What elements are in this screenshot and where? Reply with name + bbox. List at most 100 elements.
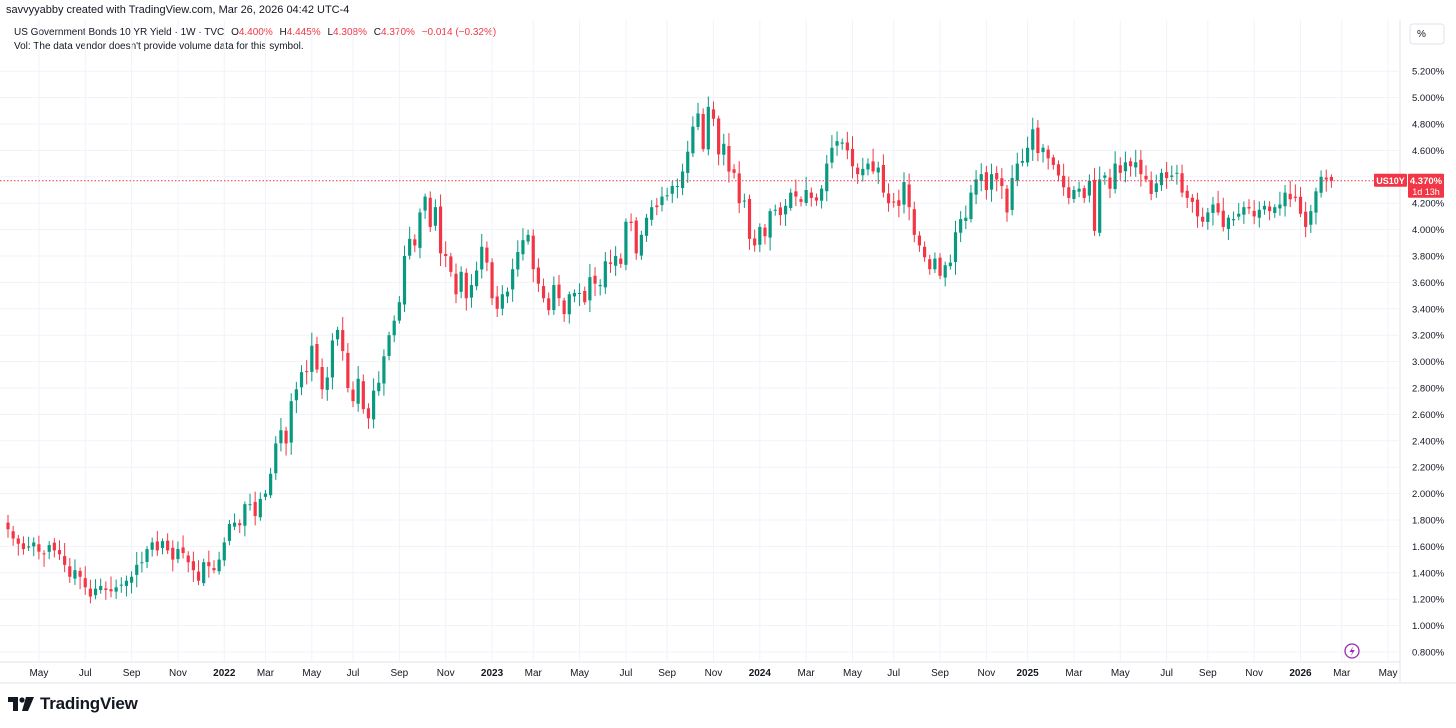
candle-body bbox=[675, 186, 680, 188]
candle-body bbox=[418, 212, 422, 248]
symbol-tag-label: US10Y bbox=[1376, 176, 1405, 186]
candle-body bbox=[1257, 209, 1261, 218]
x-tick-label: Nov bbox=[169, 668, 187, 679]
candle-body bbox=[603, 261, 607, 288]
candle-body bbox=[325, 377, 329, 390]
candle-body bbox=[93, 588, 98, 596]
change-value: −0.014 (−0.32%) bbox=[421, 27, 497, 38]
candle-body bbox=[160, 541, 165, 548]
candle-body bbox=[207, 562, 211, 567]
candle-body bbox=[897, 200, 901, 206]
candle-body bbox=[279, 430, 283, 444]
candle-body bbox=[1036, 127, 1040, 154]
candle-body bbox=[356, 378, 360, 404]
candle-body bbox=[150, 542, 154, 550]
price-axis: 0.800% 1.000% 1.200% 1.400% 1.600% 1.800% 2.00… bbox=[1412, 67, 1445, 659]
candle-body bbox=[1159, 172, 1164, 186]
y-tick-label: 3.400% bbox=[1412, 304, 1445, 315]
candle-body bbox=[438, 206, 443, 254]
lightning-circle bbox=[1344, 643, 1360, 659]
x-tick-label: 2023 bbox=[481, 668, 504, 679]
candle-body bbox=[227, 523, 232, 541]
candle-body bbox=[171, 547, 175, 560]
tradingview-brand[interactable]: TradingView bbox=[8, 694, 138, 714]
candle-body bbox=[104, 588, 108, 590]
candle-body bbox=[258, 498, 262, 518]
candle-body bbox=[397, 302, 401, 321]
candle-body bbox=[892, 201, 896, 203]
candle-body bbox=[1154, 183, 1158, 193]
candle-body bbox=[1118, 165, 1122, 173]
candle-body bbox=[428, 197, 432, 227]
candle-body bbox=[737, 173, 741, 204]
lightning-bolt bbox=[1349, 646, 1355, 657]
x-tick-label: May bbox=[1379, 668, 1398, 679]
y-tick-label: 3.600% bbox=[1412, 278, 1445, 289]
candle-body bbox=[902, 182, 906, 205]
close-label: C bbox=[373, 27, 381, 38]
candle-body bbox=[299, 372, 304, 388]
candle-body bbox=[1134, 162, 1138, 168]
candle-body bbox=[593, 275, 597, 284]
chart-overlay: US10Y 4.370%1d 13h% bbox=[1344, 23, 1445, 659]
candle-body bbox=[619, 258, 623, 264]
candle-body bbox=[114, 587, 118, 592]
candle-body bbox=[794, 191, 798, 197]
candle-body bbox=[660, 196, 664, 206]
candle-body bbox=[789, 192, 793, 208]
candle-body bbox=[701, 113, 705, 150]
y-tick-label: 2.200% bbox=[1412, 463, 1445, 474]
candle-body bbox=[109, 589, 113, 592]
candle-body bbox=[351, 389, 355, 402]
candle-body bbox=[799, 199, 803, 202]
lightning-event-icon[interactable] bbox=[1344, 643, 1360, 659]
x-tick-label: Sep bbox=[1199, 668, 1217, 679]
x-tick-label: May bbox=[843, 668, 862, 679]
x-tick-label: Sep bbox=[390, 668, 408, 679]
last-price-tag: US10Y 4.370%1d 13h bbox=[1374, 173, 1444, 198]
candle-body bbox=[959, 219, 963, 233]
candle-body bbox=[943, 265, 947, 278]
candle-body bbox=[485, 247, 489, 263]
candle-body bbox=[119, 584, 123, 586]
x-tick-label: May bbox=[29, 668, 48, 679]
candle-body bbox=[964, 217, 968, 221]
candle-body bbox=[1123, 162, 1128, 172]
symbol-title[interactable]: US Government Bonds 10 YR Yield · 1W · T… bbox=[14, 27, 225, 38]
candle-body bbox=[212, 568, 216, 571]
y-tick-label: 1.000% bbox=[1412, 621, 1445, 632]
candle-body bbox=[1262, 205, 1267, 210]
x-tick-label: May bbox=[1111, 668, 1130, 679]
candle-body bbox=[536, 267, 540, 284]
candle-body bbox=[42, 553, 46, 555]
candle-body bbox=[547, 298, 551, 311]
y-tick-label: 3.000% bbox=[1412, 357, 1445, 368]
candle-body bbox=[361, 381, 365, 410]
candle-body bbox=[1062, 175, 1066, 188]
x-tick-label: Jul bbox=[1160, 668, 1173, 679]
candle-body bbox=[248, 504, 252, 506]
candle-body bbox=[1025, 147, 1030, 163]
x-tick-label: Sep bbox=[123, 668, 141, 679]
candle-body bbox=[1273, 207, 1277, 214]
candle-body bbox=[1144, 175, 1148, 180]
candle-body bbox=[655, 205, 659, 208]
candle-body bbox=[16, 538, 20, 544]
candle-body bbox=[1077, 188, 1081, 192]
candle-body bbox=[1247, 206, 1251, 209]
candle-body bbox=[974, 179, 978, 195]
candle-body bbox=[624, 221, 628, 265]
candle-body bbox=[289, 401, 293, 443]
candle-body bbox=[521, 240, 525, 255]
candle-body bbox=[1319, 176, 1323, 193]
open-value: 4.400% bbox=[238, 27, 273, 38]
candle-body bbox=[1046, 149, 1050, 159]
candle-body bbox=[63, 556, 67, 565]
candle-body bbox=[1149, 180, 1153, 194]
percent-scale-button[interactable]: % bbox=[1409, 23, 1445, 45]
candle-body bbox=[711, 109, 716, 119]
candle-body bbox=[665, 195, 669, 197]
candle-body bbox=[773, 209, 777, 211]
candle-body bbox=[1185, 190, 1189, 198]
